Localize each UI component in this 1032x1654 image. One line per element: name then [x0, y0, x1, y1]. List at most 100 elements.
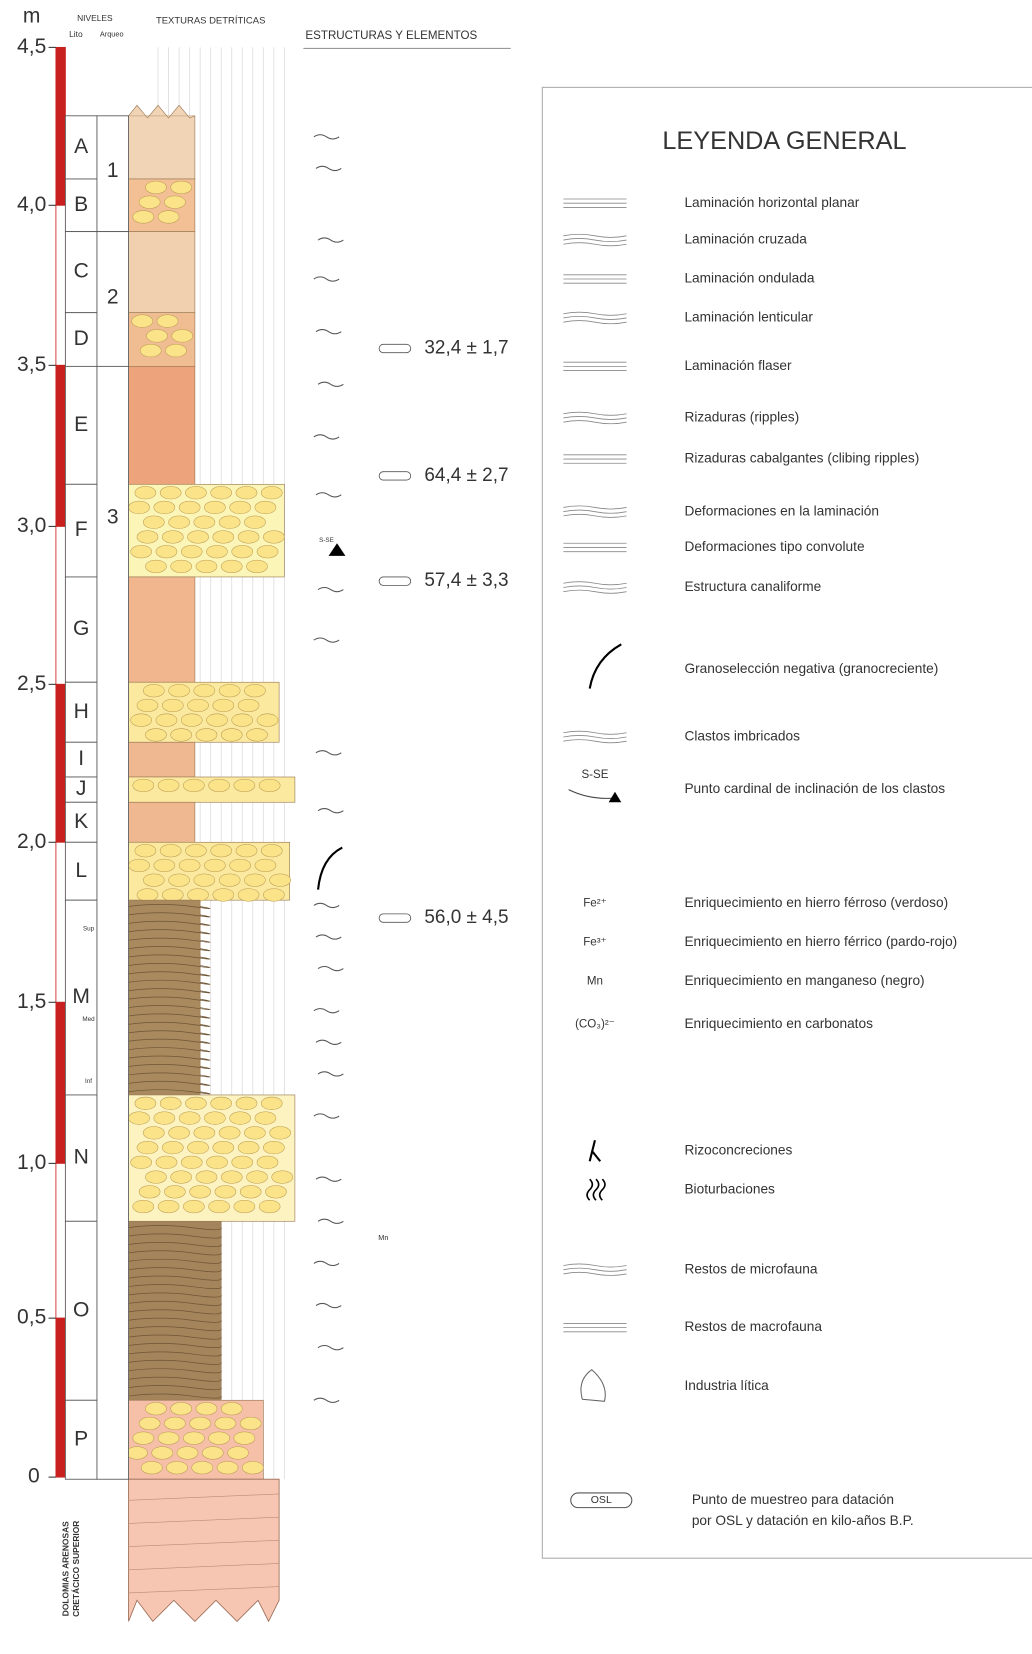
clast: [188, 1141, 209, 1154]
clast: [221, 1402, 242, 1415]
structure-symbol: [314, 1114, 339, 1118]
clast: [179, 859, 200, 872]
clast: [158, 211, 179, 224]
lito-label: J: [76, 777, 87, 800]
legend-symbol: Mn: [587, 975, 603, 987]
structure-symbol: [314, 1261, 339, 1265]
depth-label: 2,5: [17, 672, 46, 695]
clast: [145, 729, 166, 742]
legend-text: Bioturbaciones: [684, 1181, 775, 1196]
clast: [204, 859, 225, 872]
clast: [140, 344, 161, 357]
clast: [162, 699, 183, 712]
clast: [169, 1127, 190, 1140]
clast: [209, 1432, 230, 1445]
depth-bar-segment: [56, 47, 65, 205]
clast: [166, 1461, 187, 1474]
granoselection-arrow: [318, 848, 342, 890]
clast: [157, 315, 178, 328]
clast: [206, 545, 227, 558]
structure-symbol: [316, 166, 341, 170]
bedrock-label: CRETÁCICO SUPERIOR: [70, 1521, 81, 1617]
unit-label: m: [23, 4, 41, 27]
clast: [219, 516, 240, 529]
clast: [132, 315, 153, 328]
legend-text: Enriquecimiento en manganeso (negro): [684, 973, 924, 988]
clast: [234, 1200, 255, 1213]
clast: [185, 844, 206, 857]
legend-text: Enriquecimiento en hierro férroso (verdo…: [684, 895, 948, 910]
clast: [185, 486, 206, 499]
clast: [133, 211, 154, 224]
osl-date: 56,0 ± 4,5: [424, 907, 508, 928]
lito-label: M: [72, 985, 90, 1008]
structure-symbol: [316, 1040, 341, 1044]
clast: [135, 844, 156, 857]
lito-label: A: [74, 135, 88, 158]
clast: [261, 844, 282, 857]
clast: [131, 714, 152, 727]
legend-text: Punto de muestreo para datación: [692, 1492, 894, 1507]
clast: [234, 779, 255, 792]
clast: [154, 501, 175, 514]
clast: [162, 531, 183, 544]
clast: [238, 531, 259, 544]
clast: [164, 1185, 185, 1198]
legend-text: por OSL y datación en kilo-años B.P.: [692, 1513, 914, 1528]
clast: [141, 1461, 162, 1474]
clast: [164, 1417, 185, 1430]
structure-symbol: [314, 277, 339, 281]
clast: [181, 545, 202, 558]
depth-bar-segment: [56, 205, 65, 365]
clast: [270, 1127, 291, 1140]
legend-text: Deformaciones en la laminación: [684, 503, 879, 518]
depth-label: 0: [28, 1465, 40, 1488]
depth-label: 2,0: [17, 830, 46, 853]
depth-bar-segment: [56, 1318, 65, 1477]
clast: [160, 486, 181, 499]
clast: [196, 1171, 217, 1184]
clast: [215, 1417, 236, 1430]
clast: [145, 560, 166, 573]
depth-label: 1,5: [17, 990, 46, 1013]
column-annotation: S-SE: [319, 537, 334, 544]
legend-box: [542, 87, 1032, 1558]
legend-text: Clastos imbricados: [684, 729, 800, 744]
clast: [162, 1141, 183, 1154]
clast: [236, 1097, 257, 1110]
stratigraphic-diagram: m NIVELES Lito Arqueo TEXTURAS DETRÍTICA…: [0, 0, 1032, 1654]
clast: [169, 874, 190, 887]
clast: [211, 486, 232, 499]
clast: [213, 889, 234, 902]
clast: [139, 196, 160, 209]
legend-text: Laminación lenticular: [684, 310, 813, 325]
litho-layer: [129, 802, 195, 842]
legend-text: Enriquecimiento en hierro férrico (pardo…: [684, 934, 957, 949]
clast: [156, 1156, 177, 1169]
clast: [255, 1112, 276, 1125]
clast: [158, 779, 179, 792]
clast: [126, 1447, 147, 1460]
clast: [160, 844, 181, 857]
clast: [259, 779, 280, 792]
clast: [137, 531, 158, 544]
structure-symbol: [316, 493, 341, 497]
clast: [145, 1402, 166, 1415]
clast: [135, 1097, 156, 1110]
clast: [156, 545, 177, 558]
clast: [135, 486, 156, 499]
clast: [183, 1432, 204, 1445]
clast: [169, 684, 190, 697]
structure-symbol: [318, 382, 343, 386]
osl-capsule: [379, 344, 411, 352]
clast: [190, 1185, 211, 1198]
clast: [177, 1447, 198, 1460]
clast: [257, 1156, 278, 1169]
litho-layer: [129, 577, 195, 682]
sublevel-label: Med: [82, 1016, 95, 1023]
header-lito: Lito: [69, 29, 83, 39]
clast: [236, 844, 257, 857]
clast: [133, 779, 154, 792]
legend-text: Laminación horizontal planar: [684, 195, 859, 210]
clast: [183, 1200, 204, 1213]
